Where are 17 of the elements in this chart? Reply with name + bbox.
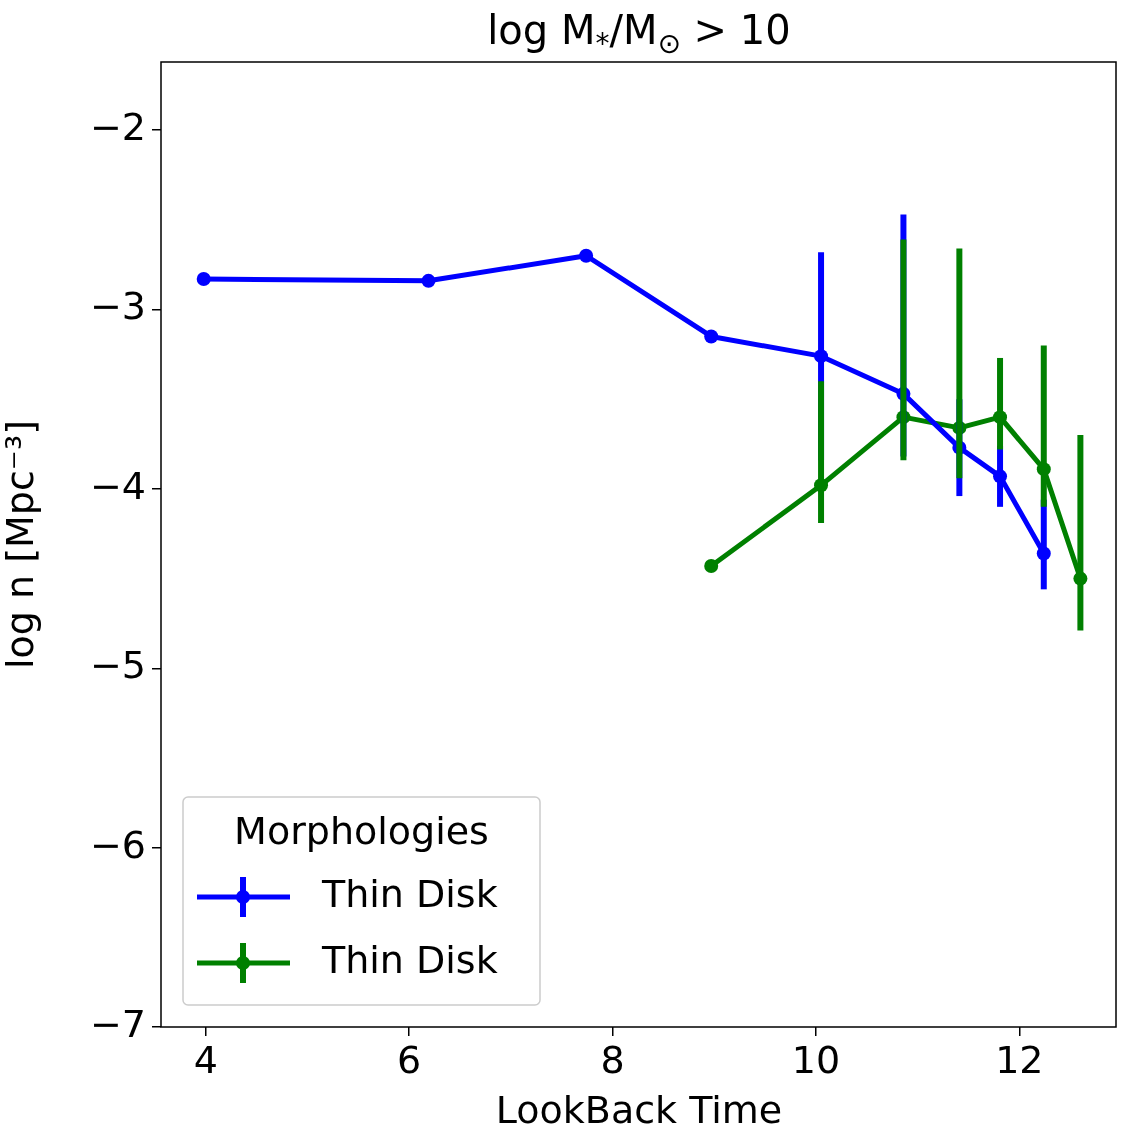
y-tick-label: −5: [89, 643, 146, 688]
y-tick-label: −3: [89, 284, 146, 329]
x-axis-title: LookBack Time: [495, 1088, 783, 1133]
y-tick-label: −2: [89, 105, 146, 150]
y-tick-label: −4: [89, 463, 146, 508]
legend-label: Thin Disk: [321, 937, 498, 982]
y-tick-label: −6: [89, 822, 146, 867]
y-axis-title: log n [Mpc⁻³]: [0, 420, 42, 669]
x-tick-label: 6: [397, 1037, 422, 1082]
legend-title: Morphologies: [234, 808, 489, 853]
x-tick-label: 8: [600, 1037, 625, 1082]
x-tick-label: 10: [791, 1037, 841, 1082]
legend-label: Thin Disk: [321, 871, 498, 916]
y-tick-label: −7: [89, 1001, 146, 1046]
chart-title: log M*/M⊙ > 10: [487, 7, 791, 61]
x-tick-label: 4: [193, 1037, 218, 1082]
x-tick-label: 12: [995, 1037, 1044, 1082]
